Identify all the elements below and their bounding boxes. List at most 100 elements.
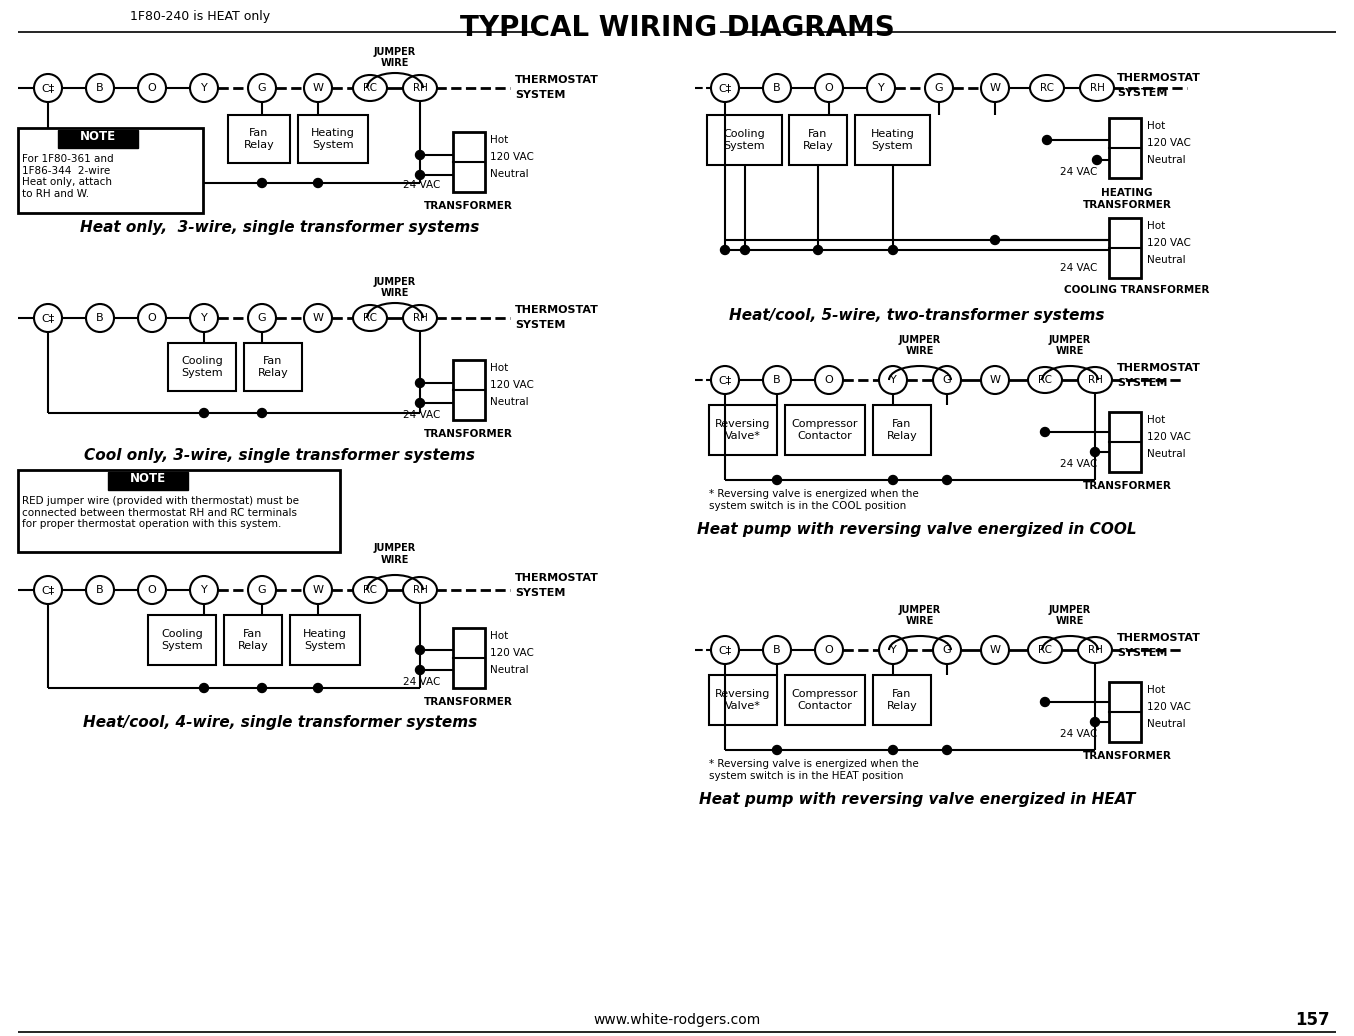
Text: TRANSFORMER: TRANSFORMER [1083, 751, 1171, 761]
Circle shape [416, 378, 425, 387]
Circle shape [34, 304, 62, 332]
Text: THERMOSTAT: THERMOSTAT [1117, 633, 1201, 643]
Text: THERMOSTAT: THERMOSTAT [515, 305, 598, 315]
Text: WIRE: WIRE [1056, 346, 1085, 356]
Circle shape [991, 235, 999, 244]
Text: Y: Y [200, 83, 207, 93]
Text: RH: RH [1087, 375, 1102, 385]
Bar [290, 615, 360, 665]
Text: THERMOSTAT: THERMOSTAT [515, 573, 598, 583]
Circle shape [314, 178, 322, 188]
Text: 24 VAC: 24 VAC [402, 410, 440, 420]
Text: Cooling
System: Cooling System [723, 130, 765, 151]
Text: W: W [990, 375, 1001, 385]
Text: 1F80-240 is HEAT only: 1F80-240 is HEAT only [130, 10, 269, 23]
Text: RH: RH [1090, 83, 1105, 93]
Text: C‡: C‡ [719, 375, 731, 385]
Bar [785, 405, 865, 455]
Text: NOTE: NOTE [130, 472, 167, 486]
Circle shape [1040, 428, 1049, 436]
Circle shape [879, 366, 907, 394]
Text: Y: Y [877, 83, 884, 93]
Text: THERMOSTAT: THERMOSTAT [1117, 73, 1201, 83]
Bar [454, 359, 485, 420]
Text: Cooling
System: Cooling System [181, 356, 223, 378]
Text: O: O [825, 375, 833, 385]
Text: C‡: C‡ [719, 83, 731, 93]
Bar [707, 115, 783, 165]
Ellipse shape [353, 577, 387, 603]
Text: WIRE: WIRE [1056, 616, 1085, 626]
Text: Hot: Hot [490, 631, 508, 641]
Ellipse shape [1078, 637, 1112, 663]
Text: C‡: C‡ [42, 313, 54, 323]
Circle shape [711, 636, 739, 664]
Text: WIRE: WIRE [906, 616, 934, 626]
Text: RC: RC [1039, 645, 1052, 655]
Bar [298, 115, 368, 163]
Circle shape [982, 636, 1009, 664]
Text: * Reversing valve is energized when the: * Reversing valve is energized when the [709, 489, 919, 499]
Text: TRANSFORMER: TRANSFORMER [424, 697, 512, 707]
Text: O: O [148, 83, 156, 93]
Text: 120 VAC: 120 VAC [1147, 138, 1192, 148]
Text: JUMPER: JUMPER [1049, 605, 1091, 615]
Circle shape [982, 366, 1009, 394]
Circle shape [87, 576, 114, 604]
Text: TRANSFORMER: TRANSFORMER [424, 429, 512, 439]
Text: B: B [773, 375, 781, 385]
Text: Heating
System: Heating System [311, 128, 355, 150]
Text: JUMPER: JUMPER [374, 543, 416, 553]
Text: Hot: Hot [490, 135, 508, 145]
Circle shape [888, 746, 898, 754]
Text: W: W [313, 83, 324, 93]
Circle shape [314, 684, 322, 692]
Text: Cool only, 3-wire, single transformer systems: Cool only, 3-wire, single transformer sy… [84, 448, 475, 463]
Text: 120 VAC: 120 VAC [490, 152, 533, 162]
Circle shape [257, 684, 267, 692]
Ellipse shape [353, 75, 387, 100]
Text: THERMOSTAT: THERMOSTAT [515, 75, 598, 85]
Bar [873, 675, 932, 725]
Text: 24 VAC: 24 VAC [402, 677, 440, 687]
Text: Neutral: Neutral [490, 169, 528, 179]
Text: www.white-rodgers.com: www.white-rodgers.com [593, 1013, 761, 1027]
Circle shape [190, 74, 218, 102]
Circle shape [305, 74, 332, 102]
Text: SYSTEM: SYSTEM [1117, 648, 1167, 658]
Ellipse shape [353, 305, 387, 330]
Circle shape [416, 150, 425, 160]
Circle shape [814, 246, 822, 255]
Text: Hot: Hot [1147, 221, 1166, 231]
Circle shape [933, 366, 961, 394]
Text: O: O [148, 585, 156, 595]
Text: RC: RC [363, 83, 376, 93]
Circle shape [416, 399, 425, 407]
Text: Heat pump with reversing valve energized in HEAT: Heat pump with reversing valve energized… [699, 792, 1135, 807]
Text: Heat only,  3-wire, single transformer systems: Heat only, 3-wire, single transformer sy… [80, 220, 479, 235]
Text: RH: RH [413, 83, 428, 93]
Circle shape [942, 746, 952, 754]
Text: JUMPER: JUMPER [899, 605, 941, 615]
Text: Heating
System: Heating System [871, 130, 914, 151]
Text: Compressor
Contactor: Compressor Contactor [792, 420, 858, 440]
Text: Hot: Hot [1147, 415, 1166, 425]
Ellipse shape [403, 577, 437, 603]
Bar [709, 405, 777, 455]
Text: NOTE: NOTE [80, 131, 116, 144]
Bar [168, 343, 236, 391]
Text: Y: Y [200, 313, 207, 323]
Circle shape [942, 476, 952, 485]
Circle shape [199, 684, 209, 692]
Text: W: W [990, 83, 1001, 93]
Circle shape [925, 74, 953, 102]
Text: Neutral: Neutral [490, 665, 528, 675]
Circle shape [138, 304, 167, 332]
Text: 24 VAC: 24 VAC [1060, 459, 1097, 469]
Text: O: O [825, 645, 833, 655]
Bar [1109, 218, 1141, 278]
Circle shape [764, 74, 791, 102]
Ellipse shape [403, 305, 437, 330]
Text: G: G [257, 83, 267, 93]
Text: Heating
System: Heating System [303, 629, 347, 651]
